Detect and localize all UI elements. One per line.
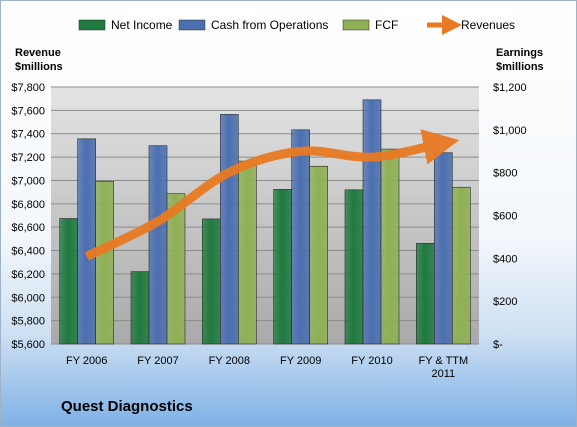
left-tick-label: $6,600	[11, 222, 45, 234]
bar	[416, 243, 435, 345]
bar	[344, 189, 364, 345]
bar	[220, 114, 239, 345]
x-tick-label: FY 2008	[209, 355, 250, 367]
right-tick-label: $600	[493, 211, 517, 223]
bar	[202, 218, 221, 345]
right-axis-title: $millions	[496, 61, 544, 73]
bar	[59, 218, 78, 345]
bar	[380, 148, 400, 345]
x-tick-label: FY 2006	[66, 355, 107, 367]
legend-label: Revenues	[461, 18, 515, 32]
bar	[166, 193, 186, 345]
left-axis-title: Revenue	[15, 47, 61, 59]
legend-swatch	[342, 19, 370, 31]
right-tick-label: $1,200	[493, 82, 527, 94]
x-tick-label: FY & TTM	[418, 355, 468, 367]
right-axis-title: Earnings	[496, 47, 543, 59]
left-tick-label: $6,000	[11, 292, 45, 304]
right-tick-label: $1,000	[493, 125, 527, 137]
right-tick-label: $400	[493, 253, 517, 265]
bar	[452, 186, 471, 345]
left-tick-label: $7,000	[11, 175, 45, 187]
legend-swatch	[78, 19, 106, 31]
left-tick-label: $6,400	[11, 246, 45, 258]
plot-area	[51, 87, 479, 344]
left-tick-label: $7,400	[11, 129, 45, 141]
legend-label: Cash from Operations	[211, 18, 328, 32]
bar	[362, 99, 382, 345]
bar	[95, 180, 114, 345]
bar	[130, 271, 150, 345]
left-tick-label: $5,800	[11, 316, 45, 328]
legend-swatch	[178, 19, 206, 31]
left-tick-label: $6,200	[11, 269, 45, 281]
bar	[148, 145, 168, 345]
right-tick-label: $800	[493, 168, 517, 180]
left-tick-label: $6,800	[11, 199, 45, 211]
bar	[77, 138, 96, 345]
left-tick-label: $7,200	[11, 152, 45, 164]
bar	[238, 160, 257, 345]
x-tick-label: FY 2010	[351, 355, 392, 367]
left-tick-label: $5,600	[11, 339, 45, 351]
bar	[434, 152, 453, 345]
revenue-line	[84, 129, 460, 261]
x-tick-label: 2011	[432, 368, 456, 380]
left-tick-label: $7,800	[11, 82, 45, 94]
bar	[309, 165, 328, 345]
right-tick-label: $200	[493, 296, 517, 308]
left-tick-label: $7,600	[11, 105, 45, 117]
x-tick-label: FY 2007	[137, 355, 178, 367]
x-tick-label: FY 2009	[280, 355, 321, 367]
company-name: Quest Diagnostics	[61, 398, 193, 415]
right-tick-label: $-	[493, 339, 503, 351]
bar	[273, 189, 292, 345]
legend-label: Net Income	[111, 18, 173, 32]
bar	[291, 129, 310, 345]
left-axis-title: $millions	[15, 61, 63, 73]
legend-label: FCF	[375, 18, 398, 32]
